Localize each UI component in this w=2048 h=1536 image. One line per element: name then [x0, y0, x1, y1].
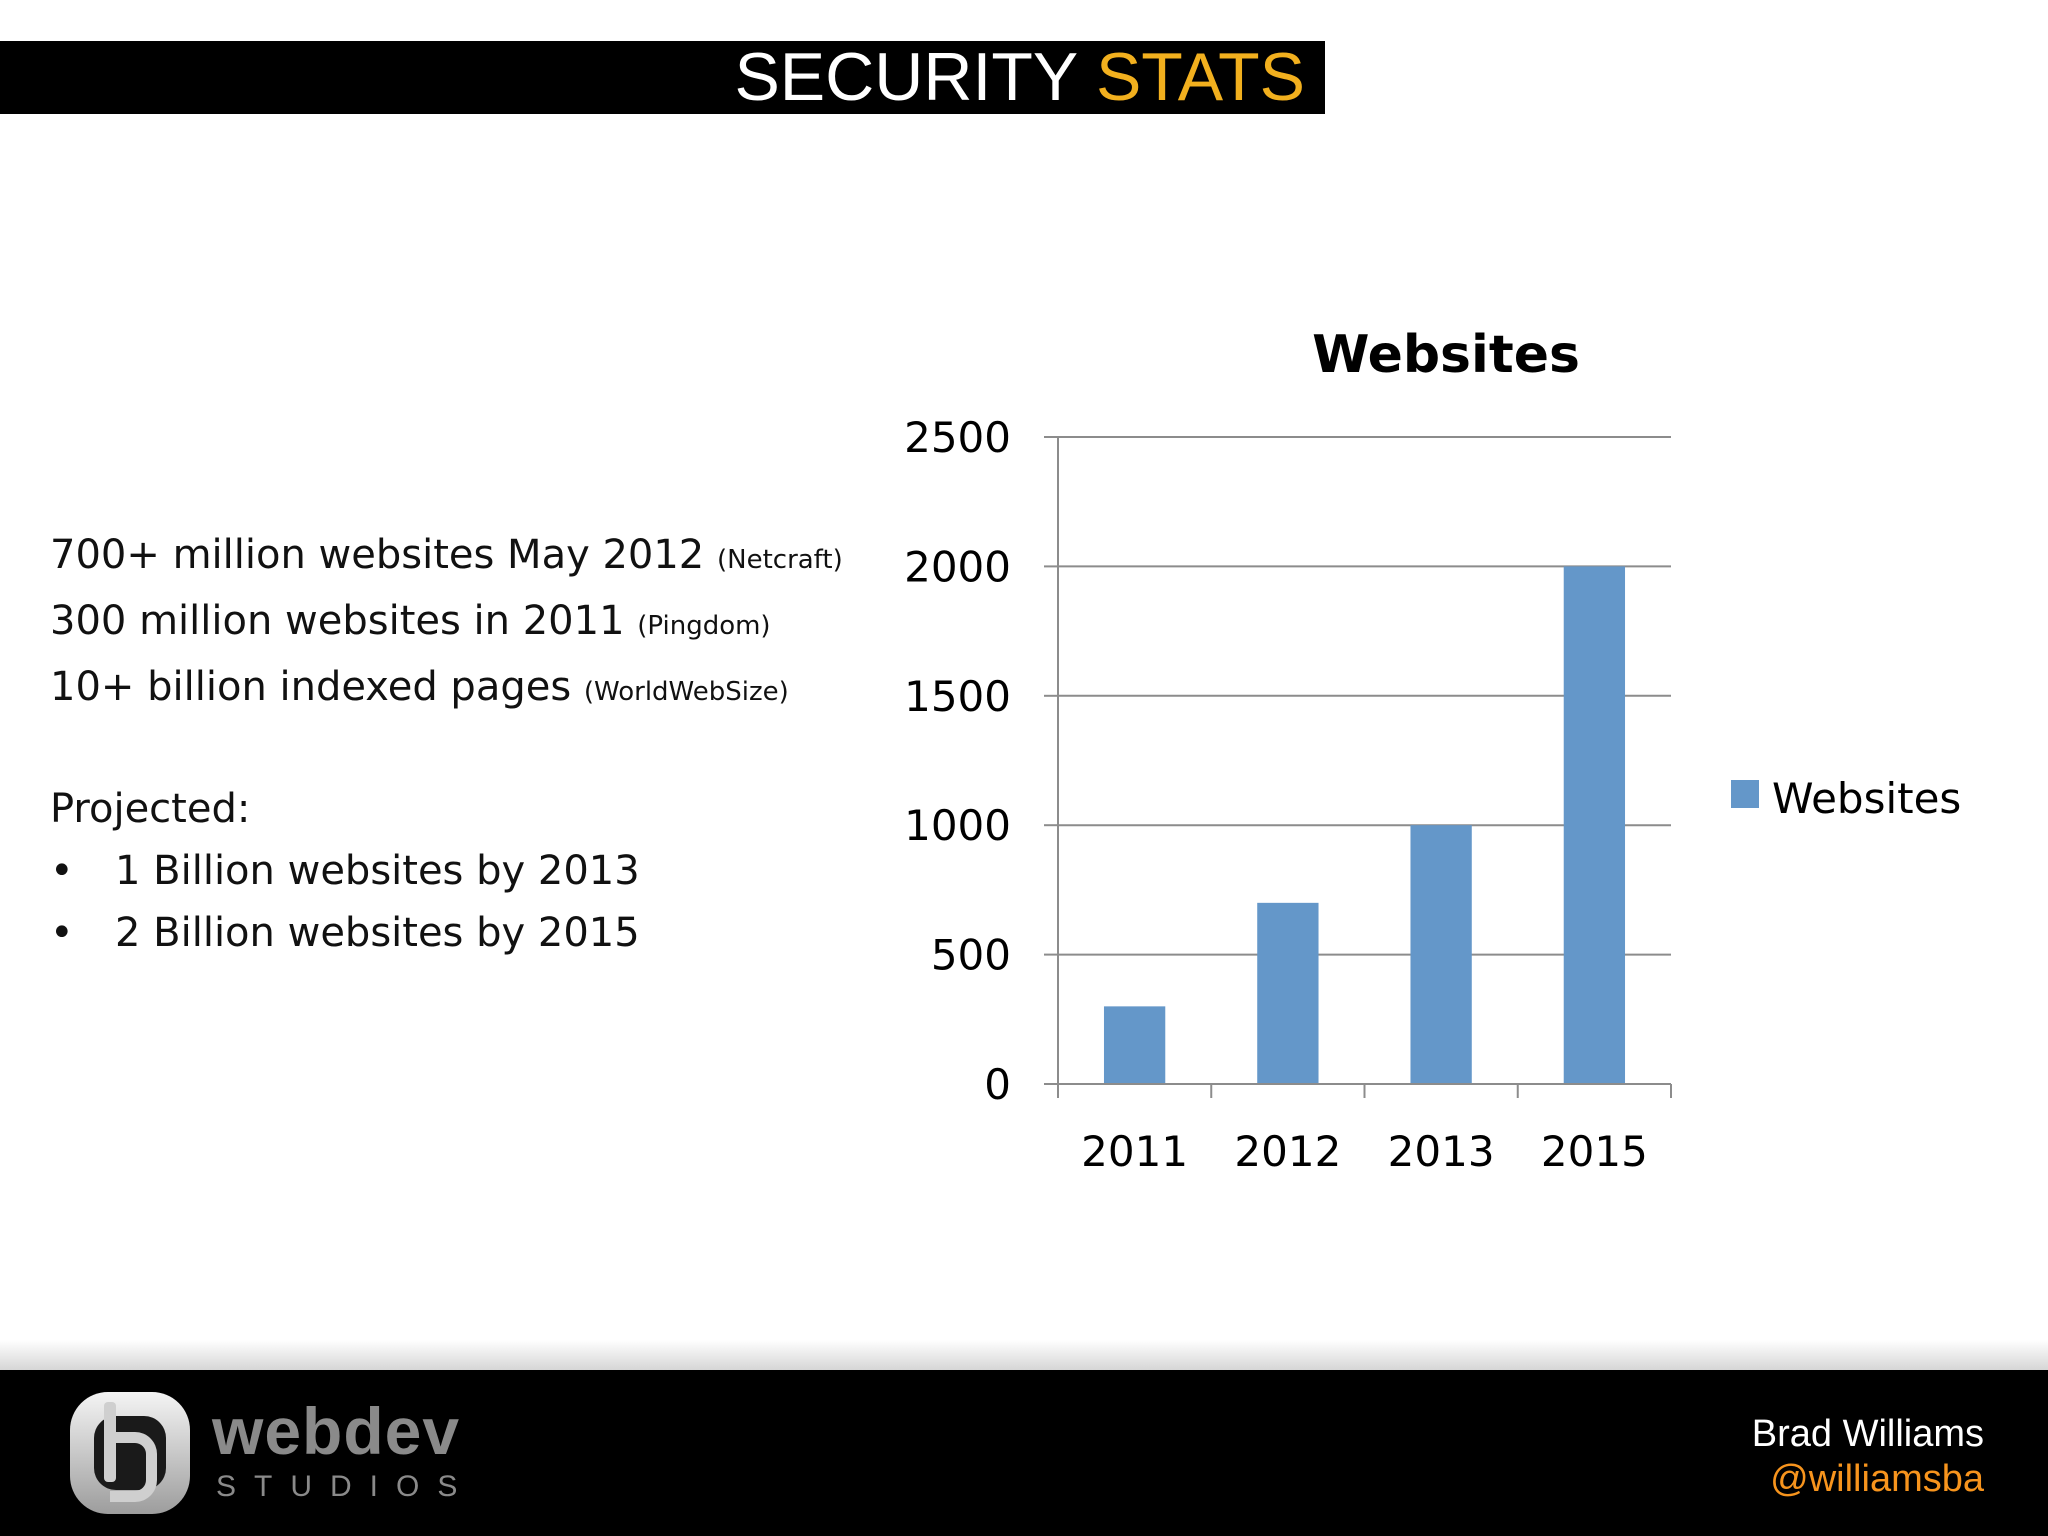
bullet-text: 1 Billion websites by 2013 — [115, 848, 640, 894]
stat-line: 700+ million websites May 2012 (Netcraft… — [50, 525, 890, 591]
stat-text: 700+ million websites May 2012 — [50, 532, 705, 578]
stat-text: 300 million websites in 2011 — [50, 598, 625, 644]
chart-legend: Websites — [1731, 774, 1961, 823]
slide-title-main: SECURITY — [734, 39, 1078, 115]
x-tick-label: 2015 — [1541, 1127, 1648, 1176]
x-tick-label: 2011 — [1081, 1127, 1188, 1176]
legend-label: Websites — [1772, 774, 1961, 823]
slide-title: SECURITY STATS — [734, 41, 1305, 114]
chart-tick-labels: 0 500 1000 1500 2000 2500 2011 2012 2013 2015 — [904, 413, 1648, 1176]
stat-source: (WorldWebSize) — [583, 677, 789, 707]
y-tick-label: 1000 — [904, 801, 1011, 850]
x-tick-label: 2012 — [1234, 1127, 1341, 1176]
bar-2013 — [1410, 825, 1472, 1084]
webdev-logo-icon — [70, 1392, 190, 1514]
y-tick-label: 2000 — [904, 542, 1011, 591]
stats-text-block: 700+ million websites May 2012 (Netcraft… — [50, 525, 890, 964]
stat-source: (Netcraft) — [716, 545, 843, 575]
y-tick-label: 0 — [984, 1060, 1011, 1109]
bar-2011 — [1103, 1006, 1166, 1084]
y-tick-label: 1500 — [904, 672, 1011, 721]
chart-axes — [1044, 436, 1672, 1098]
stat-line: 300 million websites in 2011 (Pingdom) — [50, 591, 890, 657]
slide-title-bar: SECURITY STATS — [0, 41, 1325, 114]
author-handle: @williamsba — [1770, 1458, 1984, 1500]
webdev-studios-logo: webdev STUDIOS — [70, 1392, 459, 1517]
author-credit: Brad Williams @williamsba — [1752, 1412, 1984, 1502]
slide-footer: webdev STUDIOS Brad Williams @williamsba — [0, 1370, 2048, 1536]
chart-bars — [1103, 566, 1626, 1084]
author-name: Brad Williams — [1751, 1413, 1984, 1455]
stat-text: 10+ billion indexed pages — [50, 664, 572, 710]
chart-title: Websites — [1312, 325, 1580, 385]
footer-shadow — [0, 1340, 2048, 1370]
bar-2012 — [1257, 902, 1319, 1084]
x-tick-label: 2013 — [1388, 1127, 1495, 1176]
bullet-text: 2 Billion websites by 2015 — [115, 910, 640, 956]
projection-bullet: • 2 Billion websites by 2015 — [50, 902, 890, 964]
bar-2015 — [1563, 566, 1626, 1084]
slide-title-accent: STATS — [1095, 39, 1305, 115]
stat-line: 10+ billion indexed pages (WorldWebSize) — [50, 657, 890, 723]
bullet-dot: • — [50, 910, 74, 956]
stat-source: (Pingdom) — [637, 611, 771, 641]
logo-subtitle: STUDIOS — [216, 1470, 476, 1503]
projected-label: Projected: — [50, 786, 251, 832]
projection-bullet: • 1 Billion websites by 2013 — [50, 840, 890, 902]
y-tick-label: 500 — [931, 931, 1011, 980]
logo-wordmark: webdev — [212, 1394, 461, 1468]
bullet-dot: • — [50, 848, 74, 894]
y-tick-label: 2500 — [904, 413, 1011, 462]
legend-swatch — [1731, 780, 1759, 808]
